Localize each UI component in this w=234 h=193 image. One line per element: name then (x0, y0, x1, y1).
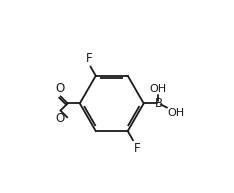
Text: F: F (86, 52, 93, 65)
Text: O: O (55, 82, 64, 95)
Text: F: F (134, 141, 140, 155)
Text: O: O (55, 112, 64, 125)
Text: B: B (155, 97, 163, 110)
Text: OH: OH (150, 84, 167, 94)
Text: OH: OH (168, 108, 185, 118)
